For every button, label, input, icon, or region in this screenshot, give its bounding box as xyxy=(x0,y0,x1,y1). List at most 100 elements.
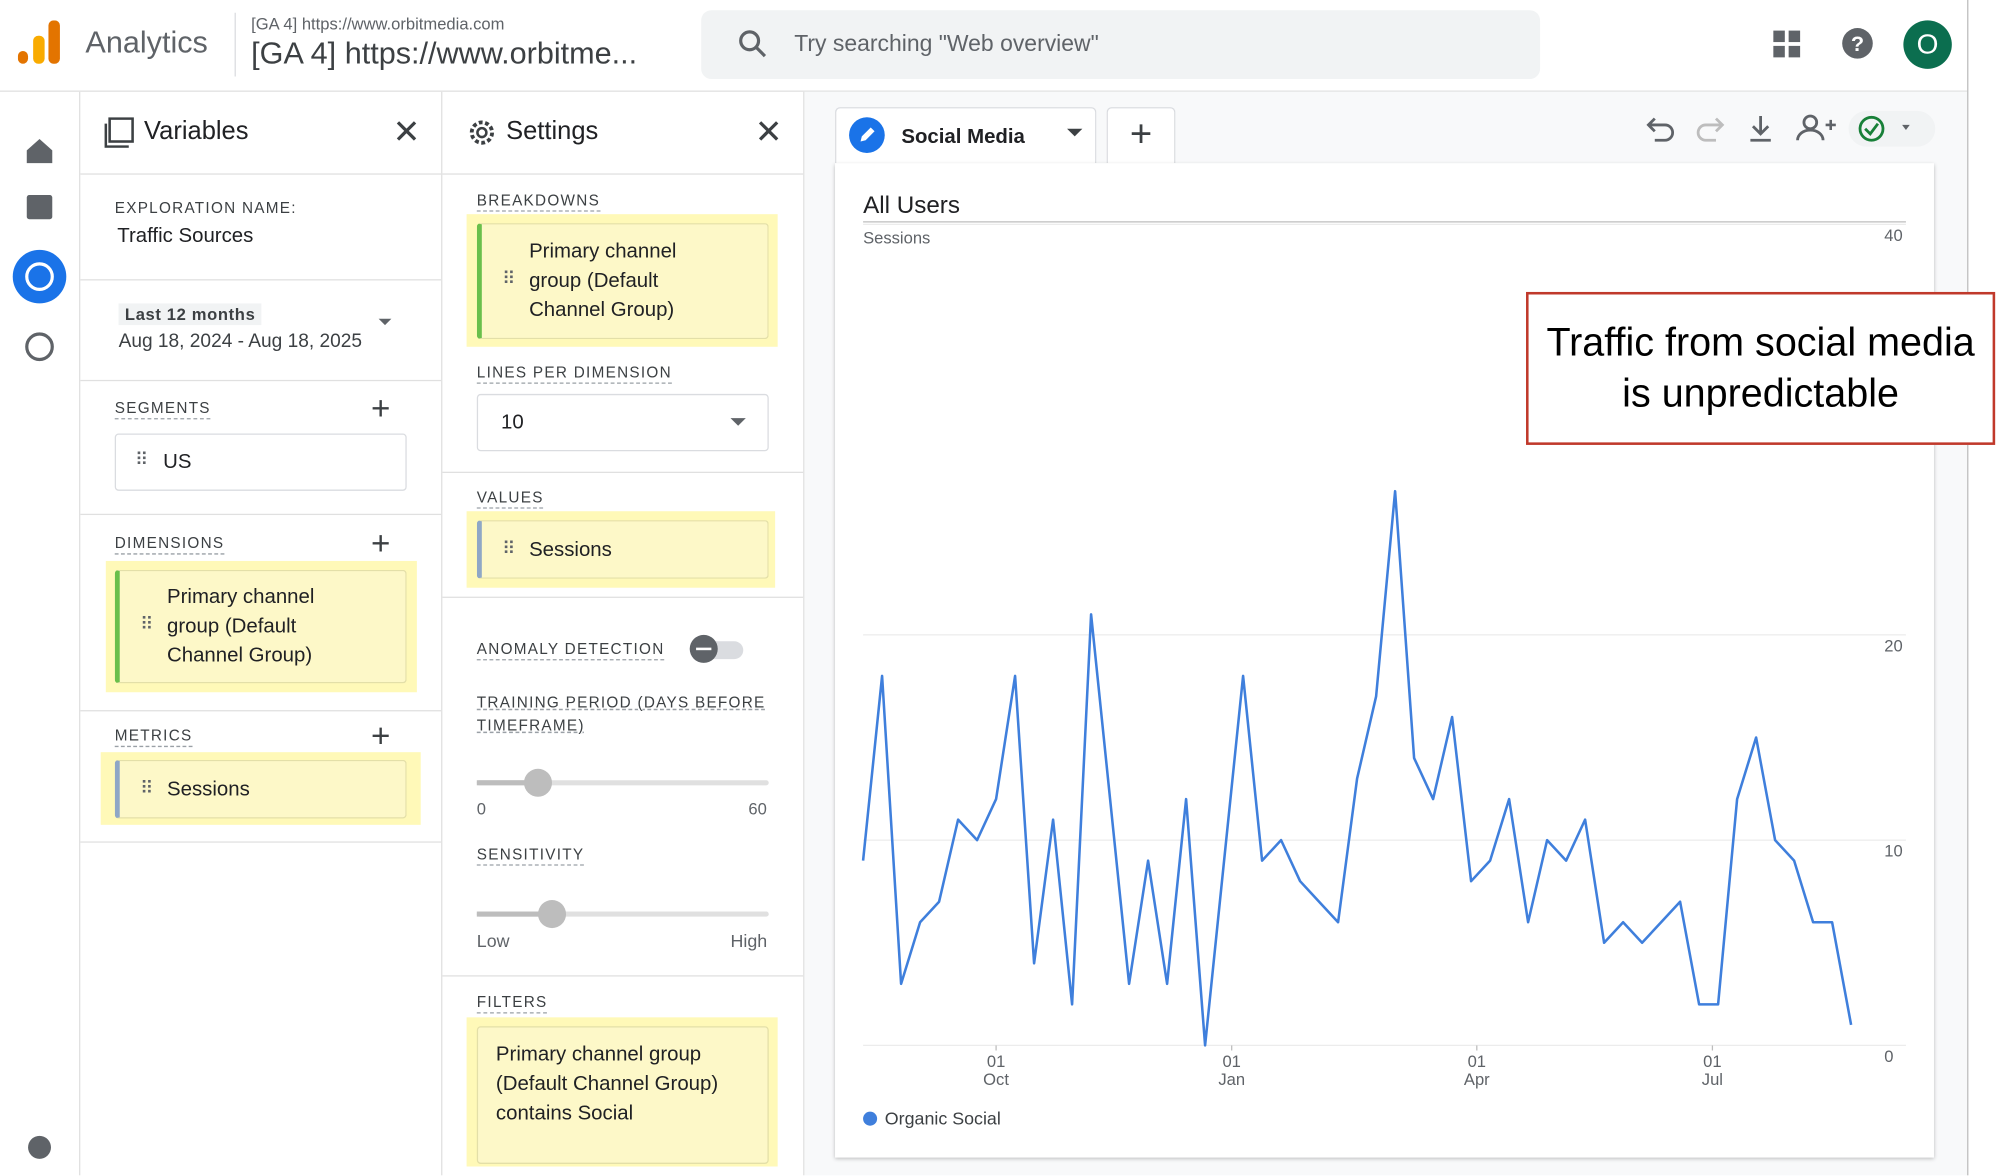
series-line xyxy=(861,489,1853,1047)
slider-max: High xyxy=(730,930,768,952)
legend-item: Organic Social xyxy=(863,1108,1001,1128)
status[interactable] xyxy=(1858,115,1885,142)
divider xyxy=(441,91,443,1176)
x-tick-label: 01 Jul xyxy=(1701,1051,1723,1089)
home-icon[interactable] xyxy=(26,138,53,164)
slider-max: 60 xyxy=(748,799,767,819)
dimension-chip[interactable] xyxy=(114,569,407,684)
close-button[interactable]: ✕ xyxy=(754,112,783,151)
add-button[interactable]: + xyxy=(370,388,391,428)
x-tick-label: 01 Apr xyxy=(1463,1051,1490,1089)
x-tick-label: 01 Oct xyxy=(983,1051,1009,1089)
y-tick-label: 40 xyxy=(1884,225,1903,245)
slider-fill xyxy=(476,911,553,917)
divider xyxy=(80,279,442,281)
date-chip: Last 12 months xyxy=(118,303,262,326)
legend: Organic Social xyxy=(863,1108,1021,1129)
anomaly-label: ANOMALY DETECTION xyxy=(476,640,665,661)
divider xyxy=(442,596,804,598)
filter-chip[interactable] xyxy=(476,1026,769,1164)
breakdown-chip[interactable] xyxy=(476,223,769,340)
help-icon[interactable]: ? xyxy=(1841,27,1874,60)
slider-track[interactable] xyxy=(476,911,769,917)
y-axis-label: Sessions xyxy=(863,228,931,248)
metric-chip[interactable] xyxy=(114,759,407,819)
x-tick-label: 01 Jan xyxy=(1218,1051,1246,1089)
exploration-label: EXPLORATION NAME: xyxy=(114,198,297,217)
divider xyxy=(80,841,442,843)
annotation-box xyxy=(1526,291,1996,445)
value-chip[interactable] xyxy=(476,520,769,579)
search-placeholder: Try searching "Web overview" xyxy=(794,30,1099,57)
slider-knob[interactable] xyxy=(523,768,553,797)
dimension: Primary channel group (Default Channel G… xyxy=(167,586,315,667)
nav-rail xyxy=(12,138,67,1159)
undo[interactable] xyxy=(1649,123,1674,142)
exploration-name[interactable]: Traffic Sources xyxy=(117,225,254,248)
settings-icon[interactable] xyxy=(28,1135,51,1159)
segment-chip[interactable] xyxy=(114,433,407,491)
separator xyxy=(234,12,236,77)
search-box[interactable] xyxy=(701,10,1541,80)
breakdown: Primary channel group (Default Channel G… xyxy=(529,240,677,322)
legend-swatch xyxy=(863,1111,878,1126)
divider xyxy=(79,91,81,1176)
dimensions-label: DIMENSIONS xyxy=(114,534,225,555)
date-range[interactable]: Aug 18, 2024 - Aug 18, 2025 xyxy=(118,330,363,352)
advertising-icon[interactable] xyxy=(25,332,54,362)
add-tab[interactable]: + xyxy=(1106,107,1176,164)
divider xyxy=(80,379,442,382)
values-label: VALUES xyxy=(476,488,544,509)
logo-text: Analytics xyxy=(85,25,208,60)
add-button[interactable]: + xyxy=(370,523,391,563)
logo xyxy=(17,20,60,64)
divider xyxy=(803,91,805,1176)
toggle-minus xyxy=(696,647,712,651)
slider-min: 0 xyxy=(476,799,487,819)
tab-icon xyxy=(849,117,885,153)
y-tick-label: 0 xyxy=(1884,1046,1894,1066)
annotation: Traffic from social media is unpredictab… xyxy=(1546,319,1975,416)
drag-handle: ⠿ xyxy=(140,613,154,634)
drag-handle: ⠿ xyxy=(502,267,516,289)
slider-min: Low xyxy=(476,930,510,952)
tab-caret[interactable] xyxy=(1067,128,1083,144)
chart-title: All Users xyxy=(863,192,960,220)
drag-handle: ⠿ xyxy=(502,537,516,559)
property-name[interactable]: [GA 4] https://www.orbitme... xyxy=(251,36,638,72)
y-tick-label: 10 xyxy=(1884,841,1903,861)
add-button[interactable]: + xyxy=(370,716,391,755)
explore-icon[interactable] xyxy=(12,249,67,304)
drag-handle: ⠿ xyxy=(140,777,154,799)
drag-handle: ⠿ xyxy=(135,448,149,470)
divider xyxy=(80,173,442,175)
value: Sessions xyxy=(529,539,612,561)
y-tick-label: 20 xyxy=(1884,636,1903,656)
legend-label: Organic Social xyxy=(884,1107,1001,1129)
divider xyxy=(0,90,1968,92)
lines-select[interactable] xyxy=(476,393,769,452)
close-button[interactable]: ✕ xyxy=(392,112,421,151)
download[interactable] xyxy=(1750,116,1771,142)
segments-label: SEGMENTS xyxy=(114,399,211,420)
toolbar xyxy=(1646,110,1936,147)
lines-value: 10 xyxy=(501,411,524,434)
apps-icon[interactable] xyxy=(1772,29,1803,60)
panel-title: Settings xyxy=(506,117,599,146)
slider-track[interactable] xyxy=(476,780,769,786)
redo[interactable] xyxy=(1696,123,1722,142)
date-caret[interactable] xyxy=(378,318,392,332)
frame-edge xyxy=(1967,0,1969,1176)
tab-name: Social Media xyxy=(901,126,1025,148)
slider-knob[interactable] xyxy=(537,900,567,929)
avatar[interactable]: O xyxy=(1903,20,1952,69)
filter: Primary channel group (Default Channel G… xyxy=(495,1044,719,1125)
lines-label: LINES PER DIMENSION xyxy=(476,363,672,384)
reports-icon[interactable] xyxy=(26,195,53,220)
segment: US xyxy=(163,451,192,473)
divider xyxy=(442,471,804,473)
training-label: TRAINING PERIOD (DAYS BEFORE TIMEFRAME) xyxy=(476,693,766,735)
metrics-label: METRICS xyxy=(114,727,193,748)
